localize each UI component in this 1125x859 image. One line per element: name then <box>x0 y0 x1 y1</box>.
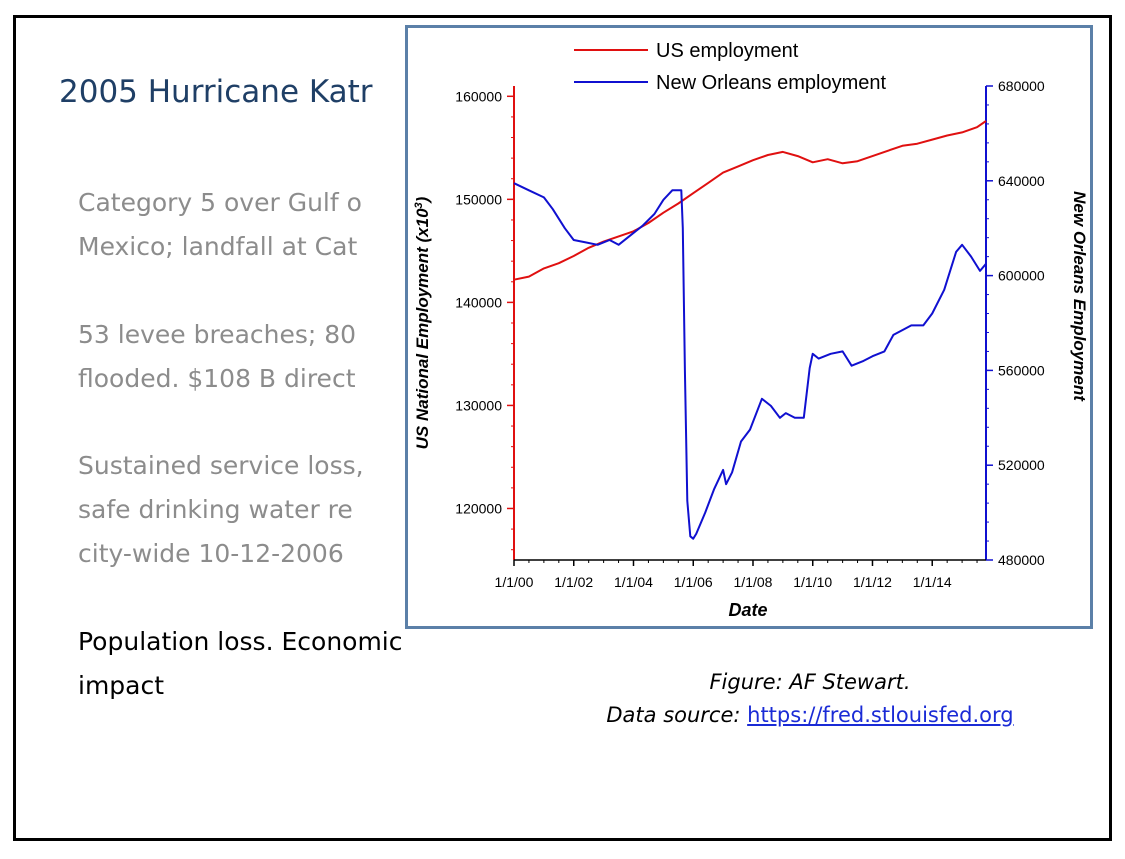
right-y-tick-label: 680000 <box>998 78 1045 94</box>
right-y-tick-label: 640000 <box>998 173 1045 189</box>
bullet-2-line-1: 53 levee breaches; 80 <box>78 320 357 349</box>
slide-title: 2005 Hurricane Katr <box>59 74 373 110</box>
left-y-axis-title: US National Employment (x103) <box>413 196 432 449</box>
left-y-tick-label: 130000 <box>455 397 502 413</box>
right-y-tick-label: 600000 <box>998 268 1045 284</box>
bullet-1-line-2: Mexico; landfall at Cat <box>78 232 358 261</box>
data-source-caption: Data source: https://fred.stlouisfed.org <box>560 703 1060 727</box>
data-source-link[interactable]: https://fred.stlouisfed.org <box>747 703 1014 727</box>
x-tick-label: 1/1/08 <box>734 574 773 590</box>
legend-label-nola: New Orleans employment <box>656 72 887 94</box>
bullet-3-line-1: Sustained service loss, <box>78 451 364 480</box>
x-tick-label: 1/1/04 <box>614 574 653 590</box>
left-y-axis-title-sup: 3 <box>413 202 425 208</box>
bullet-4-line-1: Population loss. Economic <box>78 627 403 656</box>
legend-label-us: US employment <box>656 40 799 62</box>
figure-credit: Figure: AF Stewart. <box>709 670 911 694</box>
x-tick-label: 1/1/02 <box>554 574 593 590</box>
left-y-tick-label: 120000 <box>455 500 502 516</box>
x-tick-label: 1/1/10 <box>793 574 832 590</box>
series-layer <box>513 120 987 540</box>
bullet-4-line-2: impact <box>78 671 165 700</box>
employment-chart: US employment New Orleans employment 1/1… <box>413 40 1089 620</box>
right-y-tick-label: 520000 <box>998 457 1045 473</box>
right-y-tick-label: 480000 <box>998 552 1045 568</box>
chart-legend: US employment New Orleans employment <box>574 40 887 94</box>
x-tick-label: 1/1/12 <box>853 574 892 590</box>
right-y-tick-label: 560000 <box>998 362 1045 378</box>
right-y-axis-title: New Orleans Employment <box>1070 191 1089 402</box>
left-y-tick-label: 160000 <box>455 88 502 104</box>
left-y-axis-title-close: ) <box>413 196 432 204</box>
left-y-tick-label: 140000 <box>455 294 502 310</box>
bullet-3-line-3: city-wide 10-12-2006 <box>78 539 344 568</box>
x-tick-label: 1/1/00 <box>495 574 534 590</box>
x-tick-label: 1/1/14 <box>913 574 952 590</box>
tick-layer: 1/1/00 1/1/02 1/1/04 1/1/06 1/1/08 1/1/10 1/1/… <box>455 78 1045 590</box>
left-y-axis-title-main: US National Employment (x10 <box>413 208 432 449</box>
bullet-1-line-1: Category 5 over Gulf o <box>78 188 362 217</box>
employment-chart-panel: US employment New Orleans employment 1/1… <box>405 25 1093 629</box>
x-tick-label: 1/1/06 <box>674 574 713 590</box>
left-y-tick-label: 150000 <box>455 191 502 207</box>
us-employment-line <box>513 120 987 281</box>
x-axis-title: Date <box>728 600 767 620</box>
data-source-prefix: Data source: <box>606 703 748 727</box>
new-orleans-employment-line <box>513 182 987 540</box>
bullet-2-line-2: flooded. $108 B direct <box>78 364 356 393</box>
bullet-3-line-2: safe drinking water re <box>78 495 353 524</box>
